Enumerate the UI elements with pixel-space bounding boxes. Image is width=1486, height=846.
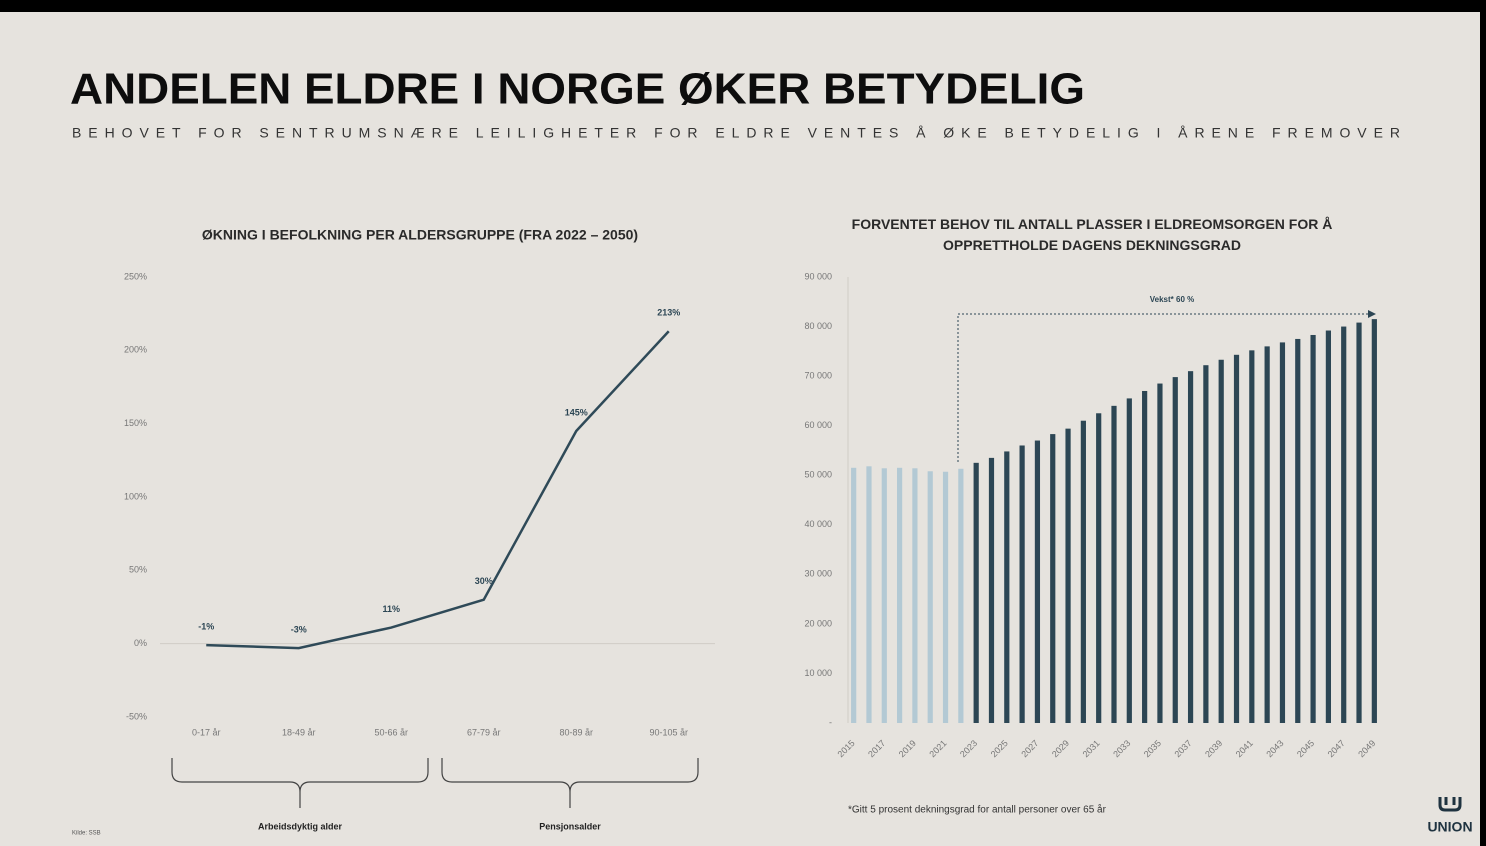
bar [1111, 405, 1117, 723]
y-tick-label: 30 000 [804, 569, 832, 579]
bar [1065, 428, 1071, 723]
bar [958, 468, 964, 723]
growth-arrow [957, 313, 1370, 462]
bar [1203, 365, 1209, 723]
bar [1142, 390, 1148, 723]
slide-background [0, 12, 1480, 846]
bar [1218, 359, 1224, 723]
annotation: Arbeidsdyktig alder [258, 821, 343, 831]
bar [1126, 398, 1132, 723]
bar [1310, 334, 1316, 723]
y-tick-label: 70 000 [804, 370, 832, 380]
x-tick-label: 18-49 år [282, 727, 316, 737]
bar [881, 468, 887, 723]
bar [942, 471, 949, 723]
data-label: -1% [198, 622, 214, 632]
bar [1157, 383, 1163, 723]
logo-mark [1438, 797, 1462, 812]
bar [1080, 420, 1086, 723]
source: Kilde: SSB [72, 831, 101, 837]
y-tick-label: 80 000 [804, 321, 832, 331]
y-tick-label: 10 000 [804, 668, 832, 678]
bar [988, 457, 995, 723]
logo: UNION [1427, 819, 1472, 835]
slide-title: ANDELEN ELDRE I NORGE ØKER BETYDELIG [70, 65, 1085, 114]
y-tick-label: 150% [124, 418, 147, 428]
bracket [171, 758, 429, 808]
bar [1249, 350, 1255, 723]
chart-title: ØKNING I BEFOLKNING PER ALDERSGRUPPE (FR… [202, 227, 638, 243]
line [206, 330, 670, 650]
data-label: -3% [291, 624, 307, 634]
footnote: *Gitt 5 prosent dekningsgrad for antall … [848, 804, 1107, 816]
bar [912, 468, 918, 723]
annotation: Vekst* 60 % [1150, 295, 1194, 304]
bar [1356, 322, 1362, 723]
bar [1019, 445, 1025, 723]
x-tick-label: 80-89 år [559, 727, 593, 737]
bar [897, 467, 903, 723]
bar [1341, 326, 1347, 723]
y-tick-label: 50 000 [804, 470, 832, 480]
y-tick-label: 250% [124, 271, 147, 281]
bar [1050, 434, 1056, 723]
chart-title: FORVENTET BEHOV TIL ANTALL PLASSER I ELD… [851, 216, 1333, 253]
arrow-head [1368, 310, 1376, 318]
x-tick-label: 67-79 år [467, 727, 501, 737]
y-tick-label: 90 000 [804, 271, 832, 281]
y-tick-label: 0% [134, 638, 147, 648]
bar [1279, 342, 1286, 723]
x-tick-label: 50-66 år [374, 727, 408, 737]
bar [1371, 319, 1377, 723]
bar [1096, 413, 1102, 723]
bracket [441, 758, 699, 808]
bar [1034, 440, 1041, 723]
bar [851, 467, 857, 723]
bar [1172, 377, 1178, 723]
y-tick-label: 200% [124, 345, 147, 355]
bar [927, 471, 933, 723]
y-tick-label: 40 000 [804, 519, 832, 529]
data-label: 145% [565, 407, 588, 417]
annotation: Pensjonsalder [539, 821, 601, 831]
x-tick-label: 0-17 år [192, 727, 221, 737]
bar [866, 466, 872, 723]
bar [1295, 338, 1301, 723]
y-tick-label: 50% [129, 565, 147, 575]
bar [1187, 371, 1194, 723]
bar [973, 462, 979, 723]
y-tick-label: 100% [124, 491, 147, 501]
bar [1004, 451, 1010, 723]
data-label: 30% [475, 576, 493, 586]
y-tick-label: 20 000 [804, 618, 832, 628]
y-tick-label: -50% [126, 711, 147, 721]
y-tick-label: 60 000 [804, 420, 832, 430]
data-label: 213% [657, 308, 680, 318]
data-label: 11% [382, 604, 400, 614]
bar [1233, 354, 1240, 723]
x-tick-label: 90-105 år [649, 727, 688, 737]
bar [1325, 330, 1331, 723]
bar [1264, 346, 1270, 723]
y-tick-label: - [829, 717, 832, 727]
